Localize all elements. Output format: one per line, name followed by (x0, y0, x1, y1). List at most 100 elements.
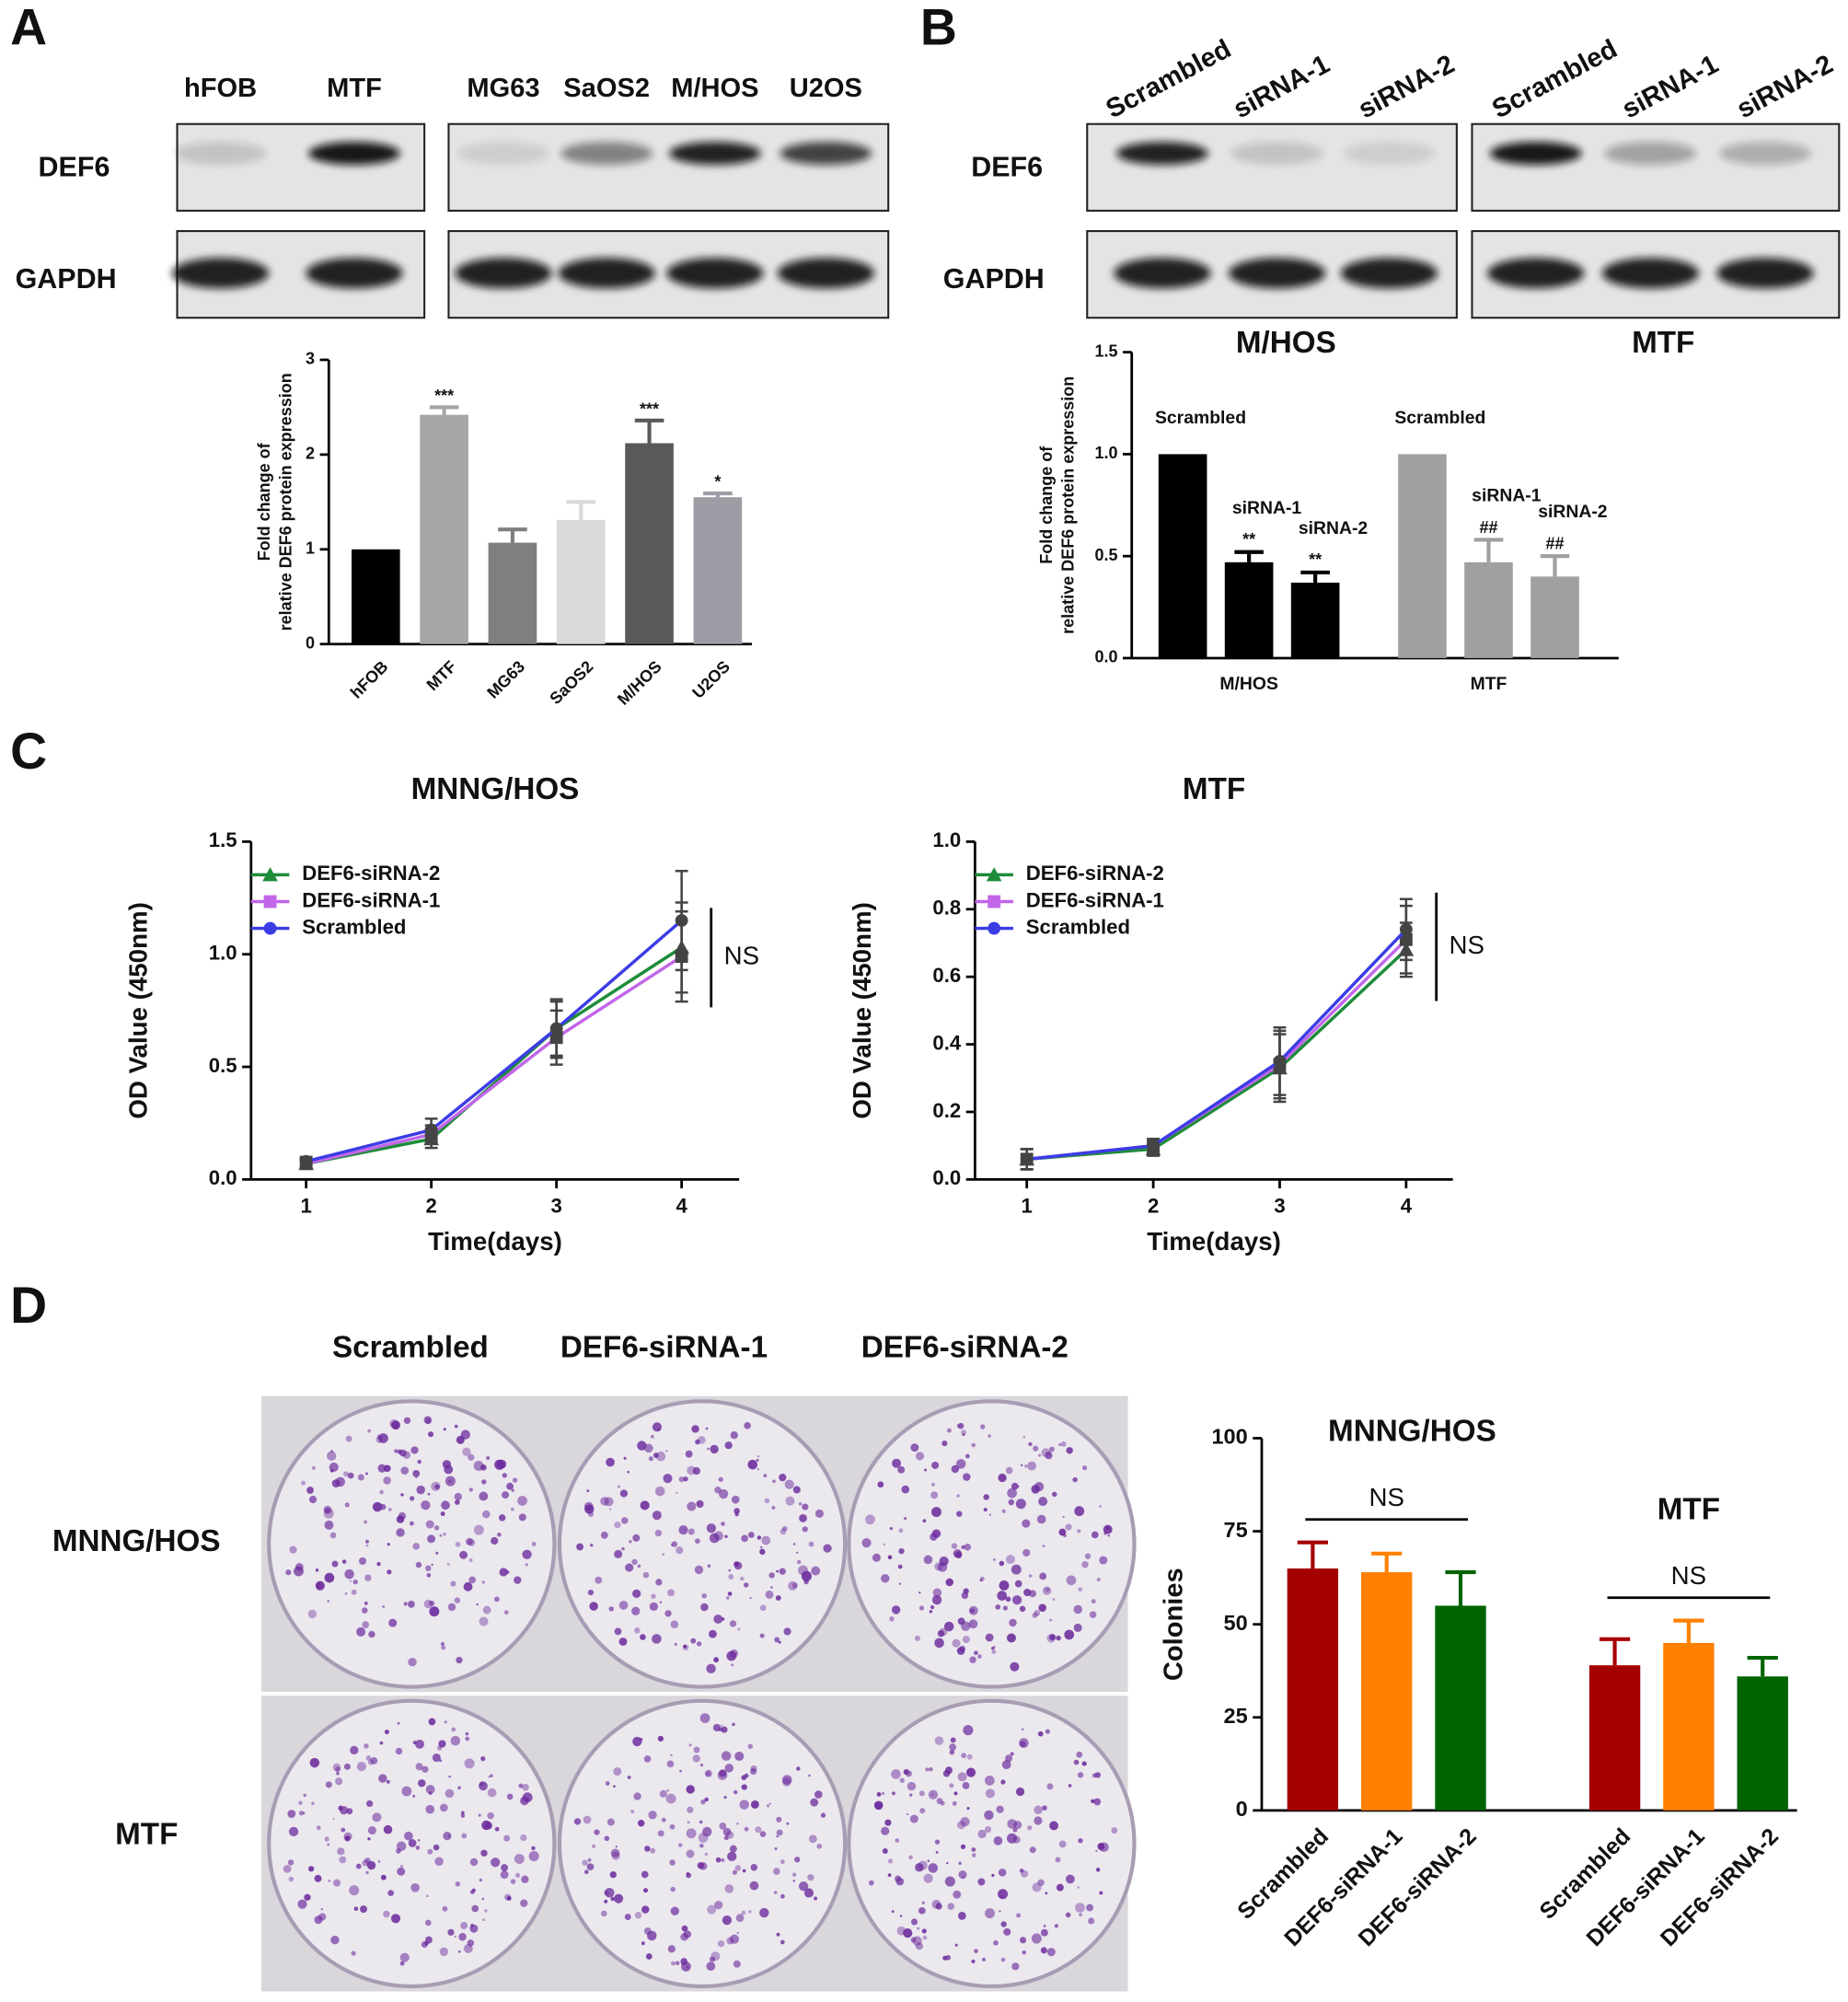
colony (480, 1755, 486, 1762)
colony (439, 1947, 449, 1957)
colony (643, 1888, 649, 1893)
colony (1066, 1575, 1077, 1586)
colony (397, 1721, 400, 1725)
y-axis-label: OD Value (450nm) (848, 902, 876, 1118)
blot-row-label: DEF6 (39, 151, 110, 182)
colony (930, 1604, 935, 1610)
colony (1034, 1610, 1041, 1616)
colony (433, 1844, 440, 1851)
blot-lane-label: Scrambled (1102, 34, 1236, 124)
colony (884, 1819, 892, 1826)
colony (481, 1897, 484, 1901)
colony (909, 1814, 918, 1823)
colony (440, 1511, 445, 1517)
y-tick-label: 75 (1224, 1518, 1248, 1542)
colony (1081, 1761, 1087, 1766)
colony (332, 1763, 341, 1772)
colony (630, 1809, 635, 1814)
colony (928, 1863, 939, 1873)
colony (1031, 1485, 1040, 1494)
y-tick-label: 1.0 (1094, 444, 1117, 462)
colony (462, 1447, 471, 1456)
colony (722, 1915, 733, 1926)
colony (949, 1749, 955, 1755)
colony (718, 1488, 729, 1499)
colony (662, 1553, 665, 1556)
plate-well (557, 1698, 848, 1989)
colony (802, 1503, 809, 1510)
colony (929, 1610, 933, 1614)
colony (698, 1833, 709, 1843)
colony (779, 1474, 787, 1482)
x-axis-label: Time(days) (1147, 1227, 1281, 1256)
blot-lane-label: MTF (327, 74, 382, 103)
colony (287, 1810, 296, 1818)
colony (743, 1582, 749, 1588)
colony (892, 1458, 902, 1468)
x-axis-label: Time(days) (428, 1227, 562, 1256)
x-tick-label: SaOS2 (546, 657, 596, 708)
colony (964, 1544, 972, 1551)
colony (730, 1431, 738, 1440)
colony (966, 1753, 973, 1760)
colony (721, 1751, 732, 1761)
colony (721, 1726, 728, 1733)
colony (514, 1576, 522, 1584)
colony (383, 1476, 391, 1485)
colony (1055, 1857, 1061, 1863)
colony (315, 1580, 325, 1591)
colony (687, 1806, 694, 1813)
colony (1017, 1485, 1020, 1488)
x-tick-label: hFOB (347, 657, 392, 702)
colony (657, 1428, 661, 1431)
bar (1158, 454, 1207, 658)
colony (1027, 1461, 1037, 1471)
colony (895, 1875, 902, 1882)
colony (957, 1772, 967, 1782)
panel-letter: D (10, 1277, 47, 1334)
colony (941, 1441, 948, 1447)
colony (330, 1935, 340, 1945)
colony (943, 1621, 954, 1632)
colony (861, 1538, 872, 1548)
colony (442, 1460, 452, 1469)
blot-row-label: DEF6 (971, 151, 1043, 182)
colony (1007, 1833, 1018, 1844)
colony (980, 1424, 986, 1429)
colony (1051, 1491, 1057, 1498)
colony (499, 1514, 506, 1522)
colony (1073, 1604, 1083, 1614)
colony (440, 1641, 445, 1647)
bar (1360, 1572, 1413, 1811)
colony (633, 1792, 641, 1800)
colony (704, 1852, 709, 1857)
colony (957, 1422, 964, 1429)
line (1026, 938, 1408, 1162)
colony (801, 1570, 812, 1581)
colony (469, 1890, 475, 1894)
colony (426, 1573, 432, 1578)
chart-title: MNNG/HOS (411, 772, 580, 806)
plate-column-label: DEF6-siRNA-1 (560, 1330, 768, 1364)
colony (365, 1799, 374, 1808)
colony (749, 1597, 752, 1600)
colony (737, 1627, 741, 1631)
colony (759, 1548, 766, 1556)
colony (1033, 1445, 1039, 1452)
colony (966, 1807, 970, 1811)
colony (1065, 1912, 1071, 1918)
colony (417, 1459, 422, 1464)
blot-band (666, 258, 764, 289)
colony (937, 1562, 948, 1572)
colony (1032, 1882, 1042, 1892)
colony (639, 1737, 643, 1742)
colony (487, 1788, 497, 1798)
colony (515, 1872, 521, 1878)
colony (931, 1594, 942, 1605)
error-bar (429, 405, 459, 415)
panel-letter: A (10, 0, 47, 55)
colony (704, 1769, 712, 1777)
colony (464, 1758, 475, 1769)
colony (699, 1820, 703, 1824)
colony (359, 1905, 368, 1914)
